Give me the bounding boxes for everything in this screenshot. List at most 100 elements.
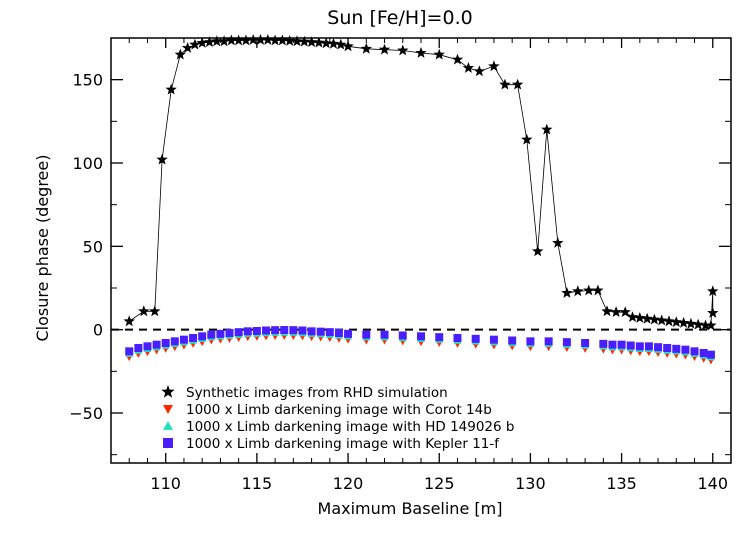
data-point [561,287,573,298]
axis-ticks: 110 115 120 125 130 135 140 −50 0 50 100 150 [69,37,732,493]
data-point [415,47,427,58]
legend-marker [163,438,173,448]
data-point [360,42,372,54]
chart-title: Sun [Fe/H]=0.0 [327,7,472,29]
data-point [707,285,719,297]
data-point [690,347,699,356]
data-point [161,339,170,347]
data-point [179,335,188,344]
data-point [672,344,681,353]
data-point [181,42,194,53]
y-tick-label: 150 [72,71,103,90]
data-point [541,123,553,135]
data-point [617,340,626,349]
data-point [685,317,697,329]
data-point [138,305,150,317]
data-point [453,334,462,342]
data-point [398,331,407,340]
data-point [316,327,325,336]
data-point [592,284,604,296]
series-0 [123,34,719,331]
data-point [508,336,517,345]
data-point [298,35,310,47]
series-connecting-line [128,39,714,326]
data-point [380,330,389,339]
data-point [610,306,622,317]
x-tick-label: 140 [697,474,728,493]
legend-entry-label: 1000 x Limb darkening image with Kepler … [186,436,500,452]
data-point [699,319,712,331]
data-point [320,37,332,49]
y-tick-label: 100 [72,154,103,173]
legend-marker [163,421,173,430]
data-point [654,343,663,352]
data-point [276,34,289,46]
data-point [247,34,259,45]
data-point [599,339,608,348]
data-point [707,307,719,318]
data-point [125,347,134,356]
data-point [619,306,631,317]
data-point [626,341,635,350]
data-point [626,311,639,322]
data-point [123,315,135,327]
data-point [670,316,682,327]
data-point [706,350,715,359]
data-point [262,34,274,45]
data-point [656,314,668,326]
data-point [544,337,553,346]
data-point [583,284,595,296]
data-point [269,34,281,46]
data-point [433,48,445,60]
data-point [149,305,161,317]
data-point [634,312,646,323]
data-point [488,60,500,72]
data-point [170,337,179,346]
data-point [298,326,307,335]
data-point [307,327,316,336]
data-point [692,318,704,330]
data-point [262,326,270,335]
data-point [705,319,717,331]
data-point [334,329,343,337]
data-point [451,53,464,65]
x-axis-label: Maximum Baseline [m] [318,499,503,518]
x-tick-label: 110 [150,474,181,493]
y-tick-label: −50 [69,404,103,423]
legend-entry-label: Synthetic images from RHD simulation [186,385,448,401]
data-point [526,337,535,346]
data-point [196,37,208,48]
data-point [271,326,280,335]
legend-entry-label: 1000 x Limb darkening image with HD 1490… [186,419,514,435]
data-point [417,332,425,341]
data-point [289,326,298,335]
x-tick-label: 115 [242,474,273,493]
x-tick-label: 135 [606,474,637,493]
data-point [552,237,564,248]
data-point [344,329,353,338]
data-point [232,34,245,46]
data-point [562,338,571,347]
data-point [143,342,152,351]
data-point [677,317,690,328]
data-point [532,245,544,257]
data-point [280,326,289,334]
data-point [342,40,354,52]
y-tick-label: 0 [93,321,103,340]
data-point [335,38,347,50]
data-point [165,83,177,95]
y-axis-label: Closure phase (degree) [33,155,52,342]
series-3 [125,326,715,359]
data-point [471,334,480,343]
data-point [198,332,207,341]
x-tick-label: 125 [424,474,455,493]
data-point [189,334,198,342]
data-point [203,36,216,47]
data-point [252,327,261,335]
data-point [174,48,186,60]
data-point [663,344,672,352]
data-point [313,36,325,48]
data-point [581,339,590,347]
data-point [362,330,371,339]
data-point [218,35,230,47]
